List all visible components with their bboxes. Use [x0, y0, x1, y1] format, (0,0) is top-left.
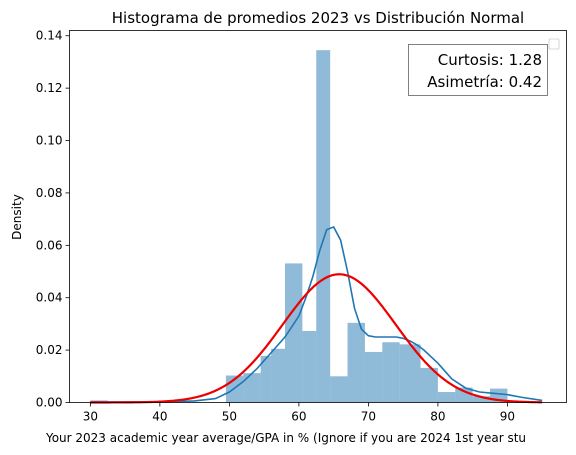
- kurtosis-text: Curtosis: 1.28: [438, 51, 542, 69]
- histogram-bar: [455, 387, 473, 403]
- histogram-bar: [420, 367, 438, 403]
- histogram-bar: [271, 348, 285, 403]
- y-tick-label: 0.02: [36, 343, 63, 357]
- empty-legend-box: [548, 38, 560, 50]
- plot-frame: [69, 30, 567, 403]
- x-tick-label: 50: [222, 410, 237, 424]
- skewness-text: Asimetría: 0.42: [427, 73, 542, 91]
- histogram-bar: [316, 50, 331, 403]
- x-tick-label: 60: [291, 410, 306, 424]
- x-tick-label: 30: [83, 410, 98, 424]
- y-tick-label: 0.00: [36, 396, 63, 410]
- histogram-bar: [437, 392, 456, 403]
- y-tick-label: 0.08: [36, 186, 63, 200]
- histogram-bar: [472, 396, 491, 403]
- histogram-bar: [382, 342, 400, 403]
- histogram-bar: [260, 355, 272, 403]
- annotation-box: [408, 44, 548, 96]
- histogram-bar: [243, 373, 261, 403]
- histogram-bar: [347, 322, 365, 403]
- x-tick-label: 40: [152, 410, 167, 424]
- kde-curve: [90, 225, 543, 403]
- y-tick-label: 0.04: [36, 291, 63, 305]
- y-axis-label: Density: [10, 194, 24, 240]
- stats-annotation: Curtosis: 1.28 Asimetría: 0.42: [408, 44, 548, 96]
- histogram-bar: [302, 330, 317, 403]
- x-tick-label: 90: [500, 410, 515, 424]
- y-tick-label: 0.10: [36, 134, 63, 148]
- x-axis-ticks: 30 40 50 60 70 80 90: [83, 402, 515, 424]
- x-axis-label: Your 2023 academic year average/GPA in %…: [45, 431, 526, 445]
- y-tick-label: 0.06: [36, 238, 63, 252]
- y-tick-label: 0.12: [36, 81, 63, 95]
- curve-layer: [90, 225, 543, 404]
- histogram-bars: [90, 50, 508, 403]
- x-tick-label: 80: [430, 410, 445, 424]
- x-tick-label: 70: [361, 410, 376, 424]
- histogram-bar: [284, 263, 303, 403]
- histogram-bar: [364, 351, 383, 403]
- histogram-bar: [330, 376, 348, 403]
- normal-distribution-curve: [90, 273, 543, 404]
- y-axis-ticks: 0.00 0.02 0.04 0.06 0.08 0.10 0.12 0.14: [36, 29, 70, 410]
- chart-title: Histograma de promedios 2023 vs Distribu…: [112, 9, 524, 27]
- y-tick-label: 0.14: [36, 29, 63, 43]
- histogram-bar: [399, 344, 421, 403]
